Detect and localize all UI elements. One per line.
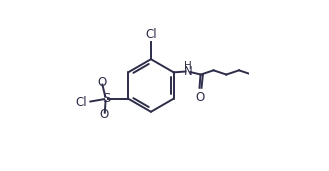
Text: S: S xyxy=(102,92,110,105)
Text: H: H xyxy=(184,61,192,71)
Text: O: O xyxy=(195,91,205,104)
Text: Cl: Cl xyxy=(76,96,88,109)
Text: O: O xyxy=(97,76,107,89)
Text: O: O xyxy=(100,108,109,121)
Text: N: N xyxy=(184,65,192,78)
Text: Cl: Cl xyxy=(145,28,157,41)
